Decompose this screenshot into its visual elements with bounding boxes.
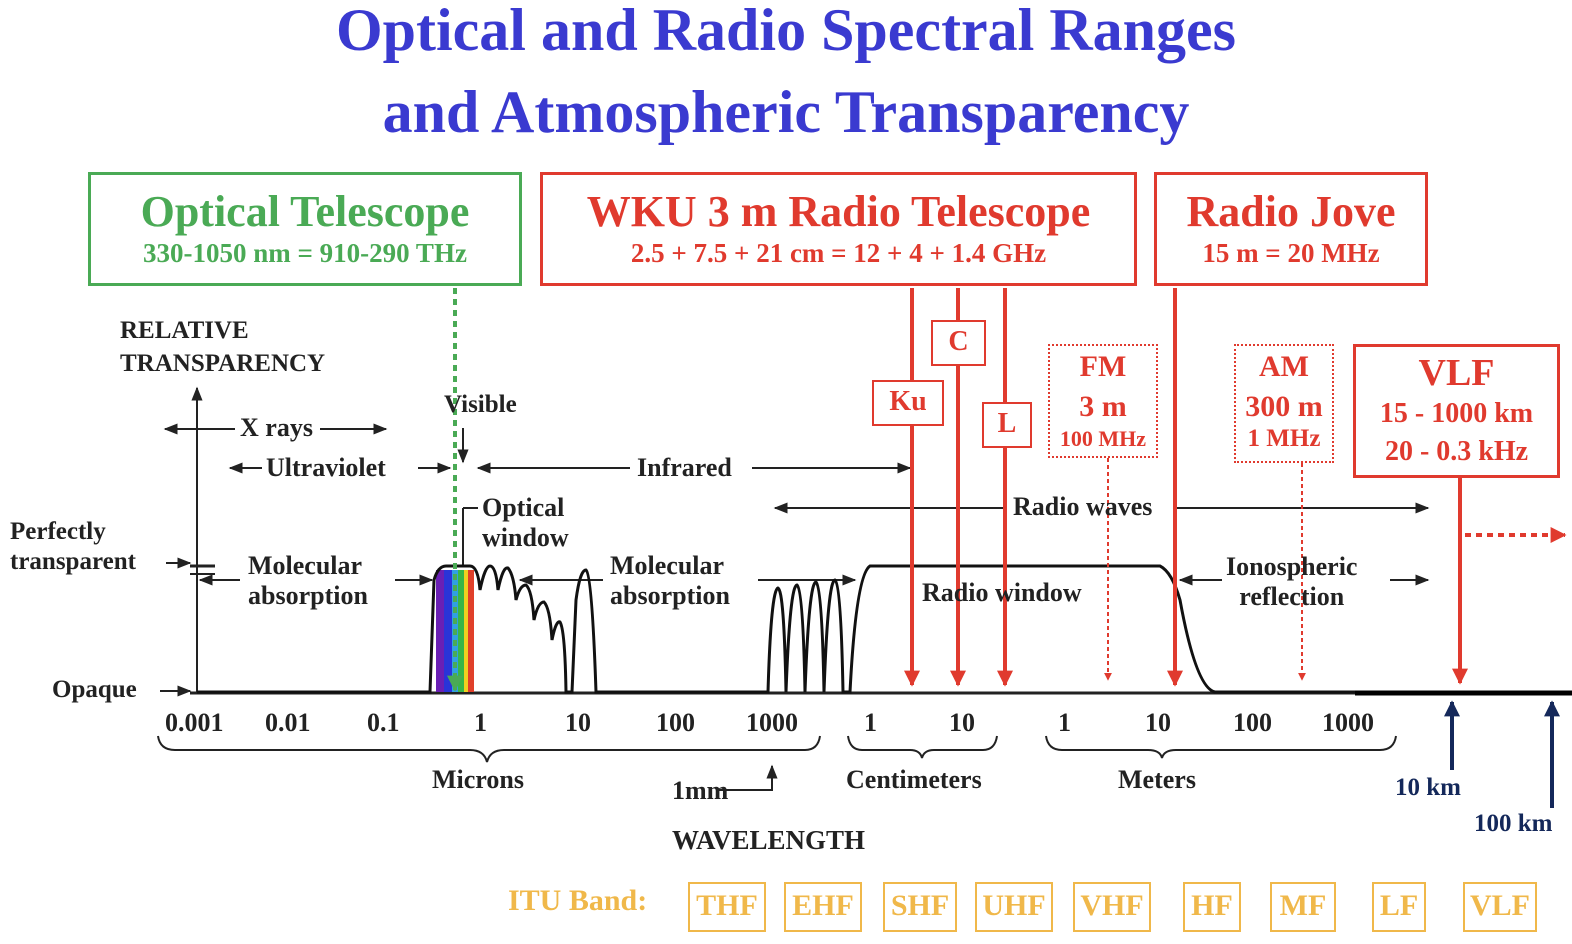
mol-abs-2-line-1: Molecular	[610, 551, 725, 580]
microns-brace	[157, 735, 821, 763]
band-ku-tag: Ku	[872, 380, 944, 426]
page-title-line-2: and Atmospheric Transparency	[382, 79, 1190, 145]
tick-label: 1	[864, 708, 877, 737]
band-c-tag: C	[931, 320, 986, 366]
tick-label: 0.01	[265, 708, 311, 737]
tick-label: 10	[565, 708, 591, 737]
tick-label: 10	[1145, 708, 1171, 737]
perfectly-transparent-label: Perfectly transparent	[10, 517, 136, 577]
mm-pointer	[718, 764, 778, 791]
spectrum-yellow	[464, 570, 468, 692]
y-axis-label: RELATIVE TRANSPARENCY	[120, 314, 325, 380]
meters-label: Meters	[1118, 765, 1196, 794]
cm-brace	[847, 735, 998, 759]
itu-band-mf: MF	[1270, 882, 1336, 932]
spectrum-blue	[444, 570, 452, 692]
tick-label: 0.001	[165, 708, 224, 737]
microns-label: Microns	[432, 765, 524, 794]
fm-box: FM 3 m 100 MHz	[1048, 344, 1158, 458]
radio-window-label: Radio window	[922, 578, 1082, 607]
molecular-absorption-label-2: Molecular absorption	[610, 551, 730, 611]
optical-window-line-2: window	[482, 523, 569, 552]
tick-label: 1000	[1322, 708, 1374, 737]
transparency-curve	[197, 564, 1355, 694]
tick-label: 100	[1233, 708, 1272, 737]
tick-label: 10	[949, 708, 975, 737]
itu-band-hf: HF	[1183, 882, 1241, 932]
radio-waves-label: Radio waves	[1013, 492, 1153, 521]
am-wavelength: 300 m	[1245, 390, 1323, 423]
y-axis-label-line-2: TRANSPARENCY	[120, 350, 326, 377]
wku-telescope-range: 2.5 + 7.5 + 21 cm = 12 + 4 + 1.4 GHz	[630, 238, 1047, 268]
itu-band-lf: LF	[1372, 882, 1426, 932]
itu-band-vhf: VHF	[1073, 882, 1151, 932]
vlf-wavelength: 15 - 1000 km	[1379, 398, 1534, 429]
fm-frequency: 100 MHz	[1059, 426, 1147, 451]
mm-label: 1mm	[672, 776, 729, 805]
tick-label: 1	[1058, 708, 1071, 737]
page-title-line-1: Optical and Radio Spectral Ranges	[335, 0, 1237, 63]
visible-label: Visible	[444, 391, 517, 418]
am-frequency: 1 MHz	[1247, 425, 1321, 452]
band-l-tag: L	[982, 402, 1032, 448]
tick-label: 100	[656, 708, 695, 737]
spectrum-green	[458, 570, 464, 692]
am-box: AM 300 m 1 MHz	[1234, 344, 1334, 463]
centimeters-label: Centimeters	[846, 765, 982, 794]
itu-band-label: ITU Band:	[508, 884, 648, 917]
optical-window-line-1: Optical	[482, 493, 565, 522]
km100-label: 100 km	[1474, 810, 1553, 837]
vlf-box: VLF 15 - 1000 km 20 - 0.3 kHz	[1353, 344, 1560, 478]
perfect-line-2: transparent	[10, 548, 136, 575]
am-name: AM	[1259, 350, 1309, 383]
wku-telescope-box: WKU 3 m Radio Telescope 2.5 + 7.5 + 21 c…	[540, 172, 1137, 286]
tick-label: 0.1	[367, 708, 400, 737]
mol-abs-1-line-2: absorption	[248, 581, 368, 610]
ultraviolet-label: Ultraviolet	[266, 453, 386, 482]
itu-band-thf: THF	[688, 882, 766, 932]
spectrum-violet	[436, 570, 444, 692]
infrared-label: Infrared	[637, 453, 732, 482]
tick-label: 1000	[746, 708, 798, 737]
optical-window-label: Optical window	[482, 493, 569, 553]
ionospheric-reflection-label: Ionospheric reflection	[1226, 552, 1357, 612]
mol-abs-2-line-2: absorption	[610, 581, 730, 610]
radio-jove-box: Radio Jove 15 m = 20 MHz	[1154, 172, 1428, 286]
vlf-name: VLF	[1418, 352, 1495, 394]
m-brace	[1045, 735, 1397, 759]
tick-label: 1	[474, 708, 487, 737]
wavelength-label: WAVELENGTH	[672, 825, 866, 855]
iono-line-1: Ionospheric	[1226, 552, 1358, 581]
molecular-absorption-label-1: Molecular absorption	[248, 551, 368, 611]
itu-band-ehf: EHF	[784, 882, 862, 932]
optical-telescope-range: 330-1050 nm = 910-290 THz	[143, 238, 467, 268]
radio-jove-name: Radio Jove	[1186, 187, 1396, 236]
fm-wavelength: 3 m	[1079, 390, 1127, 423]
mol-abs-1-line-1: Molecular	[248, 551, 363, 580]
itu-band-uhf: UHF	[975, 882, 1053, 932]
itu-band-shf: SHF	[883, 882, 957, 932]
radio-jove-range: 15 m = 20 MHz	[1202, 238, 1380, 268]
fm-name: FM	[1079, 350, 1127, 383]
optical-telescope-name: Optical Telescope	[140, 187, 470, 236]
spectrum-red	[468, 570, 474, 692]
perfect-line-1: Perfectly	[10, 518, 106, 545]
opaque-label: Opaque	[52, 676, 137, 703]
vlf-frequency: 20 - 0.3 kHz	[1384, 436, 1529, 467]
xrays-label: X rays	[240, 413, 313, 442]
km10-label: 10 km	[1395, 774, 1461, 801]
itu-band-vlf: VLF	[1463, 882, 1537, 932]
y-axis-label-line-1: RELATIVE	[120, 317, 249, 344]
optical-telescope-box: Optical Telescope 330-1050 nm = 910-290 …	[88, 172, 522, 286]
iono-line-2: reflection	[1239, 582, 1345, 611]
wku-telescope-name: WKU 3 m Radio Telescope	[586, 187, 1091, 236]
